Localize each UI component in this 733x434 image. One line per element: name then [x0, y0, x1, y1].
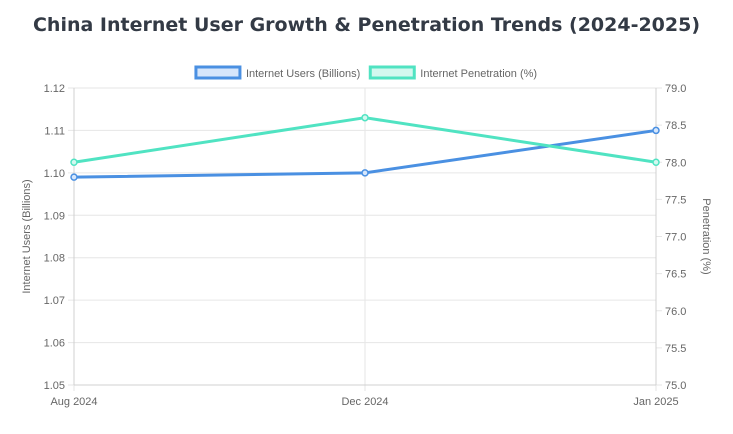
legend[interactable]: Internet Users (Billions) Internet Penetr… [194, 65, 537, 80]
y-right-tick-label: 77.5 [665, 194, 686, 206]
y-right-tick-label: 76.0 [665, 306, 686, 318]
y-right-tick-label: 76.5 [665, 269, 686, 281]
x-tick-label: Jan 2025 [633, 396, 678, 408]
y-left-tick-label: 1.12 [44, 83, 65, 95]
y-left-tick-label: 1.06 [44, 338, 65, 350]
y-left-tick-label: 1.11 [44, 125, 65, 137]
legend-label: Internet Users (Billions) [246, 68, 360, 80]
y-right-axis-title: Penetration (%) [700, 198, 712, 274]
y-right-tick-label: 79.0 [665, 83, 686, 95]
legend-swatch [368, 65, 416, 80]
y-left-tick-label: 1.08 [44, 253, 65, 265]
x-tick-label: Aug 2024 [50, 396, 97, 408]
y-left-tick-label: 1.07 [44, 295, 65, 307]
y-right-tick-label: 78.5 [665, 120, 686, 132]
legend-swatch [194, 65, 242, 80]
x-tick-label: Dec 2024 [341, 396, 388, 408]
y-left-axis-title: Internet Users (Billions) [21, 179, 33, 293]
grid-lines [68, 87, 662, 391]
data-point-series-2 [652, 158, 660, 166]
y-right-tick-label: 75.5 [665, 343, 686, 355]
legend-label: Internet Penetration (%) [420, 68, 537, 80]
legend-item-1[interactable]: Internet Users (Billions) [194, 65, 360, 80]
data-point-series-1 [361, 169, 369, 177]
y-right-tick-label: 77.0 [665, 232, 686, 244]
legend-item-2[interactable]: Internet Penetration (%) [368, 65, 537, 80]
data-point-series-1 [652, 126, 660, 135]
y-right-tick-label: 75.0 [665, 380, 686, 392]
y-left-tick-label: 1.09 [44, 210, 65, 222]
y-right-tick-label: 78.0 [665, 157, 686, 169]
series-layer [70, 113, 660, 181]
y-left-tick-label: 1.05 [44, 380, 65, 392]
chart-title: China Internet User Growth & Penetration… [32, 14, 701, 36]
data-point-series-2 [361, 113, 369, 122]
data-point-series-1 [70, 173, 78, 181]
axes: 1.05 1.06 1.07 1.08 1.09 1.10 1.11 1.12 75.0 75.5… [21, 83, 712, 408]
data-point-series-2 [70, 158, 78, 166]
y-left-tick-label: 1.10 [44, 168, 65, 180]
